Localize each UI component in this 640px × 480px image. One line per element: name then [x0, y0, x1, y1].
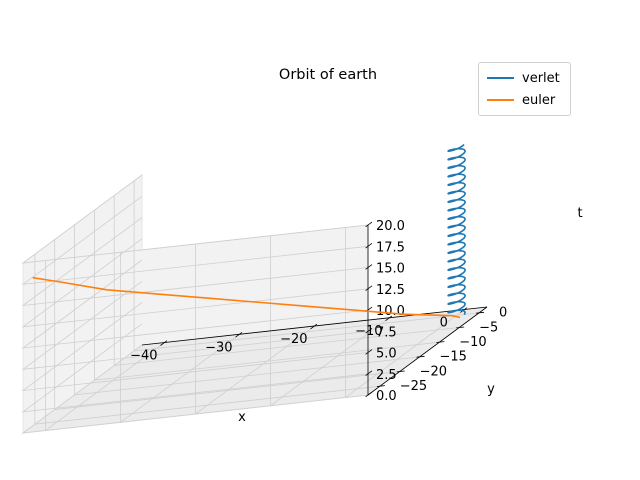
z-tick-label: 12.5: [376, 283, 405, 298]
x-tick-mark: [160, 340, 168, 346]
y-tick-label: −10: [459, 335, 486, 350]
axes-panes: [21, 174, 489, 434]
z-tick-mark: [365, 264, 373, 270]
x-axis-label: x: [238, 410, 246, 425]
legend-item-euler: euler: [487, 91, 555, 109]
y-tick-label: 0: [499, 306, 507, 321]
z-tick-label: 15.0: [376, 262, 405, 277]
y-tick-label: −15: [439, 350, 466, 365]
chart-title: Orbit of earth: [279, 67, 377, 83]
y-tick-label: −20: [420, 364, 447, 379]
y-tick-mark: [416, 355, 425, 358]
z-gridline: [21, 174, 369, 264]
z-gridline: [21, 344, 369, 434]
legend-label-verlet: verlet: [522, 70, 560, 86]
x-tick-label: −20: [280, 332, 307, 347]
z-tick-label: 17.5: [376, 240, 405, 255]
legend-item-verlet: verlet: [487, 69, 560, 87]
x-tick-label: −10: [355, 324, 382, 339]
series-line-euler: [32, 276, 461, 319]
y-axis-label: y: [487, 382, 495, 397]
plot-area: [32, 143, 466, 319]
z-tick-label: 5.0: [376, 347, 397, 362]
y-tick-label: −5: [479, 320, 498, 335]
legend-label-euler: euler: [522, 92, 556, 108]
x-tick-mark: [460, 307, 468, 313]
z-gridline: [21, 323, 369, 413]
z-gridline: [21, 195, 369, 285]
z-tick-label: 2.5: [376, 368, 397, 383]
x-tick-mark: [310, 323, 318, 330]
x-tick-mark: [385, 315, 393, 322]
z-tick-label: 7.5: [376, 325, 397, 340]
x-tick-label: −40: [130, 349, 157, 364]
y-tick-mark: [376, 385, 385, 387]
z-tick-mark: [365, 349, 373, 355]
legend-swatch-verlet: [487, 77, 514, 79]
z-tick-mark: [365, 391, 373, 398]
z-tick-mark: [365, 242, 373, 249]
legend: verlet euler: [478, 62, 571, 116]
z-axis-label: t: [577, 206, 582, 221]
y-tick-mark: [436, 341, 445, 343]
z-gridline: [21, 302, 369, 392]
x-tick-label: 0: [440, 316, 448, 331]
z-gridline: [21, 217, 369, 307]
z-tick-label: 20.0: [376, 219, 405, 234]
series-line-verlet: [447, 143, 466, 316]
y-tick-mark: [456, 326, 465, 329]
y-tick-label: −25: [400, 379, 427, 394]
tick-marks: −40−30−20−100−25−20−15−10−500.02.55.07.5…: [130, 219, 507, 404]
y-tick-mark: [476, 311, 485, 314]
y-tick-mark: [396, 370, 405, 373]
z-tick-mark: [365, 285, 373, 291]
y-axis-line: [367, 306, 488, 396]
legend-swatch-euler: [487, 99, 514, 101]
z-tick-label: 0.0: [376, 389, 397, 404]
z-gridline: [21, 280, 369, 370]
x-tick-label: −30: [205, 340, 232, 355]
z-tick-label: 10.0: [376, 304, 405, 319]
z-tick-mark: [365, 370, 373, 376]
x-tick-mark: [235, 332, 243, 338]
z-tick-mark: [365, 327, 373, 334]
z-tick-mark: [365, 221, 373, 228]
